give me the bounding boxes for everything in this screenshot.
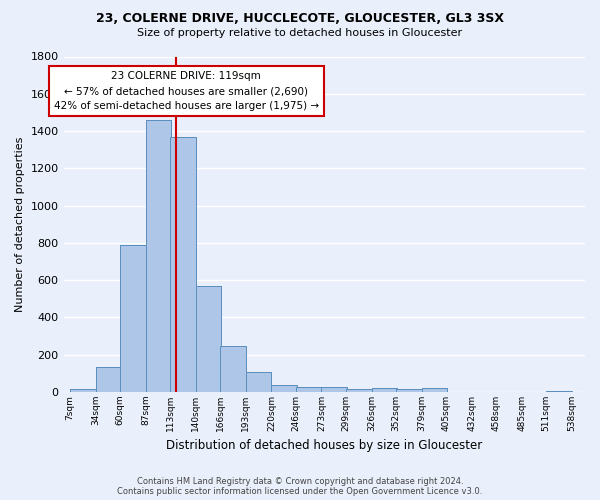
Bar [422, 388, 447, 392]
Bar [196, 286, 221, 392]
Bar [120, 245, 146, 392]
Bar [70, 389, 95, 392]
Y-axis label: Number of detached properties: Number of detached properties [15, 136, 25, 312]
Text: 23, COLERNE DRIVE, HUCCLECOTE, GLOUCESTER, GL3 3SX: 23, COLERNE DRIVE, HUCCLECOTE, GLOUCESTE… [96, 12, 504, 26]
Bar [170, 136, 196, 392]
Bar [170, 136, 196, 392]
Bar [396, 389, 422, 392]
Bar [246, 372, 271, 392]
Bar [296, 387, 322, 392]
Bar [146, 120, 171, 392]
Bar [70, 389, 95, 392]
Bar [396, 389, 422, 392]
Bar [220, 346, 246, 392]
Bar [146, 120, 171, 392]
Bar [346, 389, 371, 392]
Bar [422, 388, 447, 392]
Text: Contains HM Land Registry data © Crown copyright and database right 2024.: Contains HM Land Registry data © Crown c… [137, 477, 463, 486]
Bar [371, 388, 397, 392]
Bar [271, 384, 297, 392]
Bar [346, 389, 371, 392]
Bar [296, 387, 322, 392]
Text: 23 COLERNE DRIVE: 119sqm
← 57% of detached houses are smaller (2,690)
42% of sem: 23 COLERNE DRIVE: 119sqm ← 57% of detach… [54, 72, 319, 111]
Text: Size of property relative to detached houses in Gloucester: Size of property relative to detached ho… [137, 28, 463, 38]
Bar [271, 384, 297, 392]
Bar [546, 391, 572, 392]
Text: Contains public sector information licensed under the Open Government Licence v3: Contains public sector information licen… [118, 487, 482, 496]
Bar [322, 388, 347, 392]
Bar [220, 346, 246, 392]
Bar [322, 388, 347, 392]
Bar [95, 367, 121, 392]
Bar [95, 367, 121, 392]
Bar [120, 245, 146, 392]
Bar [371, 388, 397, 392]
X-axis label: Distribution of detached houses by size in Gloucester: Distribution of detached houses by size … [166, 440, 482, 452]
Bar [196, 286, 221, 392]
Bar [546, 391, 572, 392]
Bar [246, 372, 271, 392]
